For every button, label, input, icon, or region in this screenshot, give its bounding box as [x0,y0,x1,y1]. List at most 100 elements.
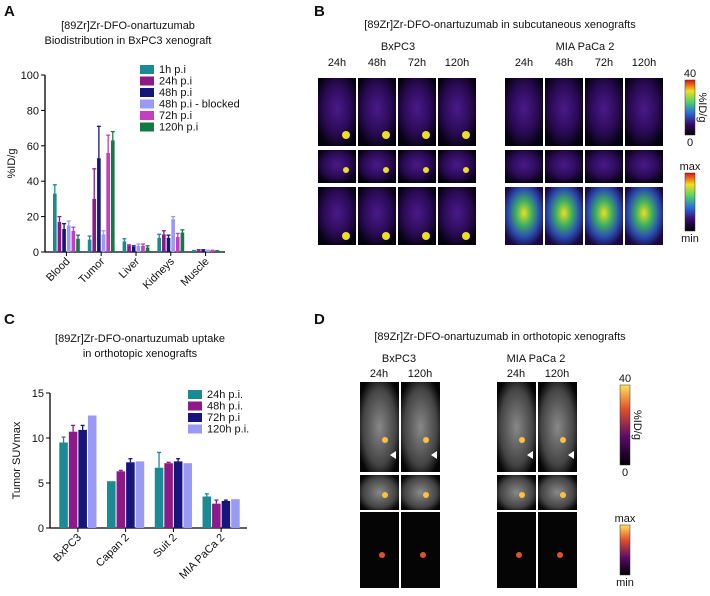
tumor-signal [382,131,390,139]
pet-image-coronal [358,78,396,146]
pet-image-axial [358,150,396,183]
legend-swatch [140,65,154,74]
legend-label: 48h p.i - blocked [159,99,240,111]
bar [175,236,180,252]
legend-swatch [188,424,202,434]
tumor-signal [560,492,566,498]
bar [215,251,220,252]
y-tick-label: 0 [33,247,39,259]
pet-image-coronal [318,78,356,146]
arrowhead-marker [431,451,437,459]
bar [87,415,97,528]
pet-ct-axial [360,475,399,510]
legend-label: 48h p.i [159,87,192,99]
colorbar-min-label: 0 [622,467,628,479]
legend-swatch [140,122,154,132]
colorbar-max-label: max [680,161,701,173]
pet-image-axial [438,150,476,183]
chart-a-title: [89Zr]Zr-DFO-onartuzumab [61,20,195,32]
pet-image-mip [585,187,623,245]
pet-image-axial [318,150,356,183]
x-tick-label: Tumor [77,255,108,286]
colorbar-min-label: 0 [687,137,693,149]
bar [116,471,126,528]
time-label: 72h [408,57,426,69]
pet-ct-3d [538,512,577,588]
panel-label-d: D [314,311,325,328]
panel-d-title: [89Zr]Zr-DFO-onartuzumab in orthotopic x… [374,331,626,343]
bar [210,250,215,252]
group-label: MIA PaCa 2 [507,353,566,365]
bar [183,463,192,528]
pet-image-coronal [505,78,543,146]
time-label: 120h [632,57,656,69]
tumor-signal [423,167,429,173]
legend-label: 48h p.i. [207,401,243,413]
tumor-signal [463,167,469,173]
panel-label-c: C [4,311,15,328]
bar [66,225,71,252]
bar [52,193,57,252]
pet-image-mip [398,187,436,245]
time-label: 48h [368,57,386,69]
pet-image-coronal [438,78,476,146]
pet-ct-axial [497,475,536,510]
bar [135,461,145,528]
bar [166,237,171,252]
chart-c-title: [89Zr]Zr-DFO-onartuzumab uptake [55,333,225,345]
chart-c-subtitle: in orthotopic xenografts [83,348,198,360]
y-tick-label: 10 [32,433,44,445]
tumor-signal [379,552,385,558]
tumor-signal [420,552,426,558]
pet-image-axial [625,150,663,183]
time-label: 72h [595,57,613,69]
panel-label-b: B [314,3,325,20]
time-label: 120h [408,368,432,380]
colorbar [684,172,696,232]
x-tick-label: Muscle [179,256,212,289]
legend-swatch [188,401,202,411]
pet-image-mip [545,187,583,245]
legend-swatch [140,99,154,109]
colorbar-max-label: 40 [684,68,696,80]
bar [171,219,175,252]
time-label: 24h [507,368,525,380]
chart-c: 0 5 10 15 Tumor SUVmax BxPC3 Capan 2 Suit 2MIA … [11,388,249,582]
pet-image-axial [545,150,583,183]
legend-label: 120h p.i. [207,424,249,436]
pet-image-coronal [398,78,436,146]
bar [154,467,164,528]
colorbar-max-label: 40 [619,373,631,385]
legend-label: 120h p.i [159,122,198,134]
x-tick-label: MIA PaCa 2 [177,532,227,582]
bar [201,250,206,252]
y-tick-label: 0 [38,523,44,535]
tumor-signal [516,552,522,558]
y-tick-label: 5 [38,478,44,490]
pet-ct-axial [538,475,577,510]
legend-swatch [140,76,154,86]
pet-image-mip [438,187,476,245]
bar [180,232,185,252]
colorbar [619,384,631,466]
legend-swatch [188,390,202,399]
y-axis-label: %ID/g [6,149,18,179]
chart-a-subtitle: Biodistribution in BxPC3 xenograft [45,35,212,47]
bar [145,247,150,252]
bar [157,237,162,252]
legend-swatch [140,111,154,120]
tumor-signal [462,131,470,139]
bar [87,239,92,252]
pet-image-axial [398,150,436,183]
bar [110,140,115,252]
bar [92,198,97,252]
bar [71,230,76,252]
panel-b-title: [89Zr]Zr-DFO-onartuzumab in subcutaneous… [364,19,636,31]
y-tick-label: 100 [21,70,39,82]
group-label: MIA PaCa 2 [556,41,615,53]
bar [59,442,68,528]
pet-image-mip [505,187,543,245]
bar [122,241,127,252]
bar [127,245,131,252]
bar [164,463,173,528]
